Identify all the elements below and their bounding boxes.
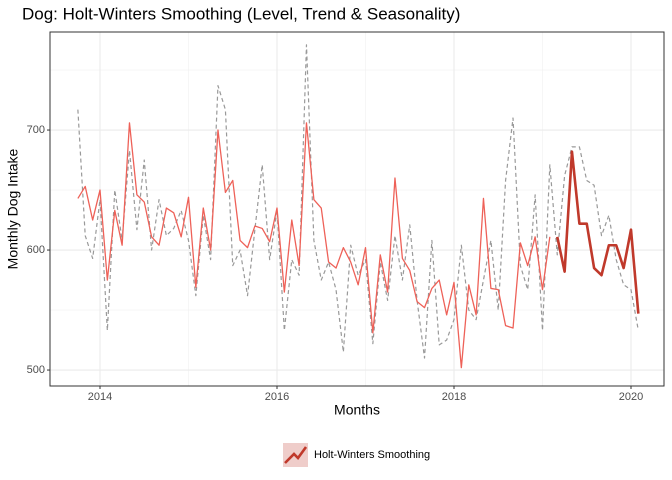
x-tick-label: 2020	[619, 391, 643, 403]
y-tick-label: 700	[27, 124, 45, 136]
x-tick-label: 2018	[442, 391, 466, 403]
x-tick-label: 2016	[265, 391, 289, 403]
x-tick-label: 2014	[88, 391, 112, 403]
line-series	[555, 150, 640, 314]
chart-title: Dog: Holt-Winters Smoothing (Level, Tren…	[22, 4, 460, 23]
y-axis-label: Monthly Dog Intake	[5, 148, 21, 269]
y-tick-label: 500	[27, 364, 45, 376]
x-axis-label: Months	[334, 402, 380, 418]
y-tick-label: 600	[27, 244, 45, 256]
line-series	[77, 44, 639, 359]
plot-border	[49, 31, 665, 387]
legend-label: Holt-Winters Smoothing	[314, 449, 430, 461]
line-series	[77, 122, 551, 369]
legend-icon	[284, 446, 308, 464]
